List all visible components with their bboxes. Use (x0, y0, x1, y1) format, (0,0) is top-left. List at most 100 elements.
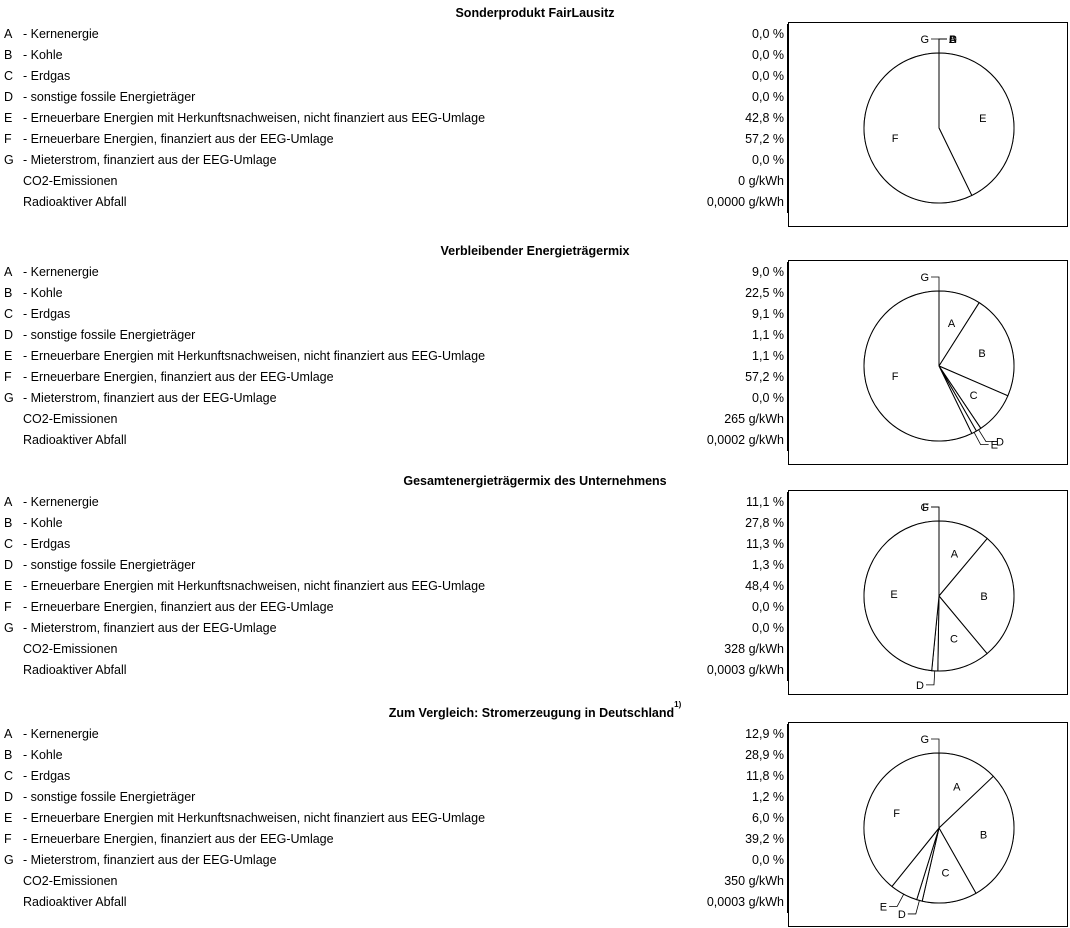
table-row: F - Erneuerbare Energien, finanziert aus … (0, 367, 788, 388)
pie-slice-b (938, 537, 1015, 655)
section-footnote: 1) (674, 700, 682, 709)
row-letter: G (4, 621, 14, 635)
table-row: E - Erneuerbare Energien mit Herkunftsnac… (0, 346, 788, 367)
table-row: E - Erneuerbare Energien mit Herkunftsnac… (0, 808, 788, 829)
table-row: D - sonstige fossile Energieträger 1,3 % (0, 555, 788, 576)
pie-label: F (922, 502, 929, 514)
table-row: E - Erneuerbare Energien mit Herkunftsnac… (0, 576, 788, 597)
row-label: - sonstige fossile Energieträger (23, 328, 196, 342)
pie-leader-line (938, 38, 947, 53)
row-label: - Kohle (23, 48, 63, 62)
table-row: D - sonstige fossile Energieträger 0,0 % (0, 87, 788, 108)
pie-label: F (893, 808, 900, 820)
pie-label: B (980, 591, 987, 603)
row-value: 39,2 % (745, 832, 784, 846)
pie-leader-line (931, 38, 940, 53)
row-value: 11,3 % (746, 537, 784, 551)
column-divider (787, 724, 788, 913)
pie-leader-line (931, 506, 940, 521)
section-title-text: Zum Vergleich: Stromerzeugung in Deutsch… (388, 706, 675, 721)
pie-label: F (892, 133, 899, 145)
row-letter: G (4, 391, 14, 405)
pie-label: C (970, 390, 978, 402)
table-row: CO2-Emissionen 0 g/kWh (0, 171, 788, 192)
table-row: Radioaktiver Abfall 0,0000 g/kWh (0, 192, 788, 213)
pie-label: A (948, 318, 956, 330)
pie-leader-line (973, 432, 989, 446)
row-value: 0,0002 g/kWh (706, 433, 784, 447)
pie-leader-line (925, 670, 936, 686)
row-value: 0,0 % (752, 600, 784, 614)
table-row: A - Kernenergie 0,0 % (0, 24, 788, 45)
row-value: 0,0000 g/kWh (706, 195, 784, 209)
pie-label: E (991, 440, 998, 452)
row-label: - Erneuerbare Energien, finanziert aus d… (23, 832, 334, 846)
row-value: 0,0 % (752, 90, 784, 104)
table-row: F - Erneuerbare Energien, finanziert aus … (0, 129, 788, 150)
row-label: - Erneuerbare Energien, finanziert aus d… (23, 600, 334, 614)
row-value: 0 g/kWh (738, 174, 784, 188)
row-value: 48,4 % (745, 579, 784, 593)
row-label: - Erdgas (23, 69, 71, 83)
section-title: Gesamtenergieträgermix des Unternehmens (0, 470, 1070, 488)
column-divider (787, 492, 788, 681)
pie-leader-line (931, 276, 940, 291)
table-row: A - Kernenergie 11,1 % (0, 492, 788, 513)
pie-label: G (920, 502, 929, 514)
row-value: 42,8 % (745, 111, 784, 125)
row-label: - sonstige fossile Energieträger (23, 790, 196, 804)
pie-leader-line (889, 893, 905, 907)
pie-label: D (996, 437, 1004, 449)
row-letter: D (4, 328, 14, 342)
row-value: 12,9 % (745, 727, 784, 741)
pie-leader-line (931, 738, 940, 753)
row-label: - Mieterstrom, finanziert aus der EEG-Um… (23, 853, 277, 867)
table-row: G - Mieterstrom, finanziert aus der EEG-U… (0, 618, 788, 639)
row-value: 27,8 % (745, 516, 784, 530)
row-letter: F (4, 600, 12, 614)
section-title: Verbleibender Energieträgermix (0, 240, 1070, 259)
pie-slice-f (863, 752, 940, 888)
table-row: Radioaktiver Abfall 0,0002 g/kWh (0, 430, 788, 451)
pie-label: C (950, 633, 958, 645)
pie-slice-f (863, 290, 973, 442)
row-label: CO2-Emissionen (23, 412, 118, 426)
section-title-text: Verbleibender Energieträgermix (440, 244, 630, 259)
row-label: - Kernenergie (23, 265, 99, 279)
row-value: 0,0 % (752, 621, 784, 635)
row-letter: A (4, 265, 13, 279)
row-letter: F (4, 370, 12, 384)
row-letter: B (4, 748, 13, 762)
pie-label: G (920, 34, 929, 46)
pie-label: B (978, 348, 985, 360)
table-row: E - Erneuerbare Energien mit Herkunftsnac… (0, 108, 788, 129)
row-label: - Erneuerbare Energien, finanziert aus d… (23, 132, 334, 146)
row-value: 0,0 % (752, 27, 784, 41)
table-row: C - Erdgas 9,1 % (0, 304, 788, 325)
pie-label: D (898, 909, 906, 921)
section-title: Zum Vergleich: Stromerzeugung in Deutsch… (0, 700, 1070, 721)
row-value: 9,1 % (752, 307, 784, 321)
table-row: A - Kernenergie 9,0 % (0, 262, 788, 283)
row-value: 9,0 % (752, 265, 784, 279)
row-label: Radioaktiver Abfall (23, 433, 127, 447)
table-row: G - Mieterstrom, finanziert aus der EEG-U… (0, 850, 788, 871)
pie-label: B (980, 830, 987, 842)
pie-label: A (949, 34, 957, 46)
pie-leader-line (978, 429, 994, 442)
row-label: - Kohle (23, 748, 63, 762)
row-letter: D (4, 558, 14, 572)
table-row: G - Mieterstrom, finanziert aus der EEG-U… (0, 150, 788, 171)
pie-slice-f (863, 52, 973, 204)
table-row: D - sonstige fossile Energieträger 1,2 % (0, 787, 788, 808)
pie-leader-line (907, 900, 920, 915)
pie-label: E (880, 902, 887, 914)
table-row: CO2-Emissionen 350 g/kWh (0, 871, 788, 892)
pie-label: F (892, 371, 899, 383)
row-letter: B (4, 516, 13, 530)
